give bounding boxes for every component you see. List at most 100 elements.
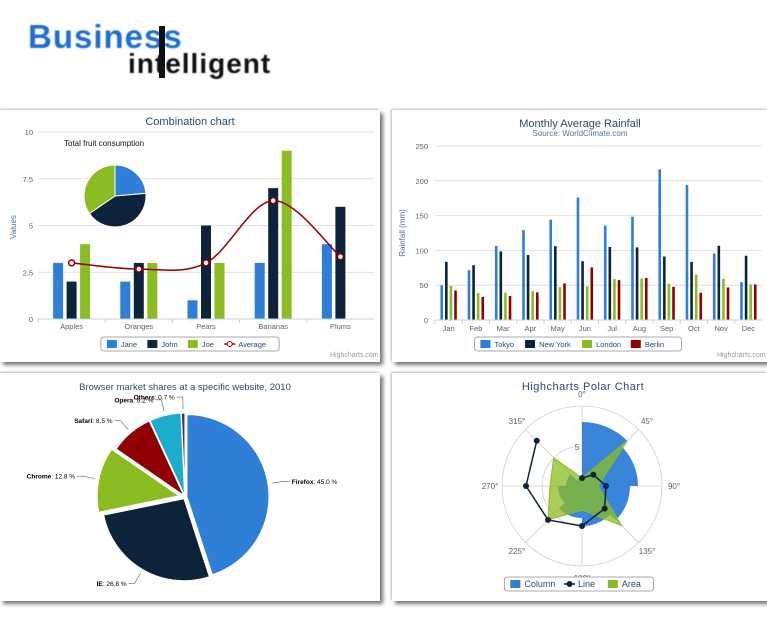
bar-joe-oranges[interactable] [147,262,158,319]
bar-new-york-dec[interactable] [744,255,748,320]
pie-slice-firefox[interactable] [186,414,270,576]
bar-tokyo-jul[interactable] [603,225,607,320]
bar-john-apples[interactable] [66,281,77,319]
bar-new-york-mar[interactable] [499,251,503,320]
bar-tokyo-nov[interactable] [712,253,716,320]
average-point-apples[interactable] [67,259,76,267]
bar-new-york-may[interactable] [554,246,557,320]
pie-slice-ie[interactable] [103,498,210,582]
legend-item-jane[interactable]: Jane [121,340,137,349]
bar-joe-apples[interactable] [80,244,91,319]
legend-item-berlin[interactable]: Berlin [645,340,664,349]
bar-london-jan[interactable] [449,285,453,320]
legend-item-london[interactable]: London [596,340,621,349]
pie-slice-2[interactable] [83,164,116,215]
legend-item-column[interactable]: Column [524,579,555,589]
average-point-pears[interactable] [202,259,210,267]
bar-tokyo-sep[interactable] [658,169,662,320]
bar-london-oct[interactable] [694,274,698,320]
bar-berlin-oct[interactable] [699,292,703,320]
bar-new-york-nov[interactable] [717,245,721,320]
bar-john-oranges[interactable] [133,262,144,319]
bar-berlin-dec[interactable] [753,284,757,320]
legend-item-line[interactable]: Line [578,579,595,589]
bar-new-york-oct[interactable] [690,261,693,320]
bar-john-bananas[interactable] [268,188,279,319]
legend-item-new-york[interactable]: New York [539,340,571,349]
bar-berlin-feb[interactable] [481,296,485,320]
bar-berlin-sep[interactable] [672,286,675,320]
bar-london-mar[interactable] [504,292,507,320]
pie-slice-safari[interactable] [115,420,185,497]
bar-berlin-jul[interactable] [617,280,621,320]
pie-slice-0[interactable] [114,164,147,197]
bar-jane-bananas[interactable] [254,262,265,319]
bar-london-may[interactable] [558,287,562,320]
chart-title: Browser market shares at a specific webs… [79,382,291,393]
bar-new-york-sep[interactable] [663,256,666,320]
bar-new-york-feb[interactable] [472,265,475,320]
polar-line-point-3[interactable] [601,505,608,512]
polar-line-point-7[interactable] [533,437,540,444]
bar-london-feb[interactable] [476,292,480,320]
average-point-oranges[interactable] [135,265,143,273]
bar-tokyo-aug[interactable] [631,216,634,320]
bar-tokyo-apr[interactable] [522,230,525,320]
legend-symbol-tokyo [480,340,491,348]
bar-new-york-jul[interactable] [608,246,612,320]
bar-london-jul[interactable] [613,278,616,320]
bar-john-plums[interactable] [335,206,346,319]
credits-link[interactable]: Highcharts.com [717,352,766,359]
pie-slice-1[interactable] [88,192,147,228]
bar-berlin-apr[interactable] [535,292,539,320]
polar-line-point-2[interactable] [603,483,609,489]
bar-london-dec[interactable] [749,284,752,320]
bar-jane-plums[interactable] [321,244,332,319]
bar-london-aug[interactable] [640,278,643,320]
bar-berlin-mar[interactable] [508,295,512,320]
bar-berlin-may[interactable] [563,283,566,320]
bar-tokyo-mar[interactable] [494,245,498,320]
bar-new-york-jun[interactable] [581,261,584,320]
polar-line-point-6[interactable] [523,483,529,489]
bar-tokyo-jun[interactable] [576,197,580,320]
bar-berlin-jun[interactable] [590,267,594,320]
legend-item-john[interactable]: John [161,340,177,349]
average-point-plums[interactable] [336,252,345,261]
browser-share-panel: Browser market shares at a specific webs… [0,373,380,601]
bar-tokyo-may[interactable] [549,219,553,320]
polar-line-point-4[interactable] [579,523,585,529]
bar-london-sep[interactable] [667,283,671,320]
bar-london-apr[interactable] [531,291,534,320]
bar-jane-apples[interactable] [53,262,64,319]
polar-line-point-1[interactable] [590,471,597,478]
pie-slice-others[interactable] [180,412,186,496]
bar-tokyo-jan[interactable] [440,285,444,320]
bar-new-york-aug[interactable] [635,247,639,320]
credits-link[interactable]: Highcharts.com [330,352,379,359]
bar-berlin-nov[interactable] [726,287,730,320]
legend-item-tokyo[interactable]: Tokyo [494,340,514,349]
polar-line-point-0[interactable] [579,475,585,481]
average-point-bananas[interactable] [269,196,277,205]
bar-joe-pears[interactable] [214,262,225,319]
bar-berlin-jan[interactable] [454,290,457,320]
legend-item-area[interactable]: Area [622,579,641,589]
bar-berlin-aug[interactable] [644,277,648,320]
legend-item-average[interactable]: Average [238,340,266,349]
bar-london-jun[interactable] [585,286,589,320]
pie-slice-chrome[interactable] [96,448,181,513]
polar-area[interactable] [547,440,628,527]
bar-joe-bananas[interactable] [281,150,292,319]
bar-tokyo-feb[interactable] [467,270,471,320]
legend-item-joe[interactable]: Joe [202,340,214,349]
bar-new-york-apr[interactable] [526,254,530,320]
polar-line-point-5[interactable] [545,516,552,523]
bar-tokyo-dec[interactable] [740,282,743,320]
bar-john-pears[interactable] [201,225,211,320]
bar-jane-oranges[interactable] [120,281,131,319]
bar-new-york-jan[interactable] [445,261,448,320]
bar-london-nov[interactable] [722,278,725,320]
bar-jane-pears[interactable] [187,300,198,319]
bar-tokyo-oct[interactable] [685,184,689,320]
